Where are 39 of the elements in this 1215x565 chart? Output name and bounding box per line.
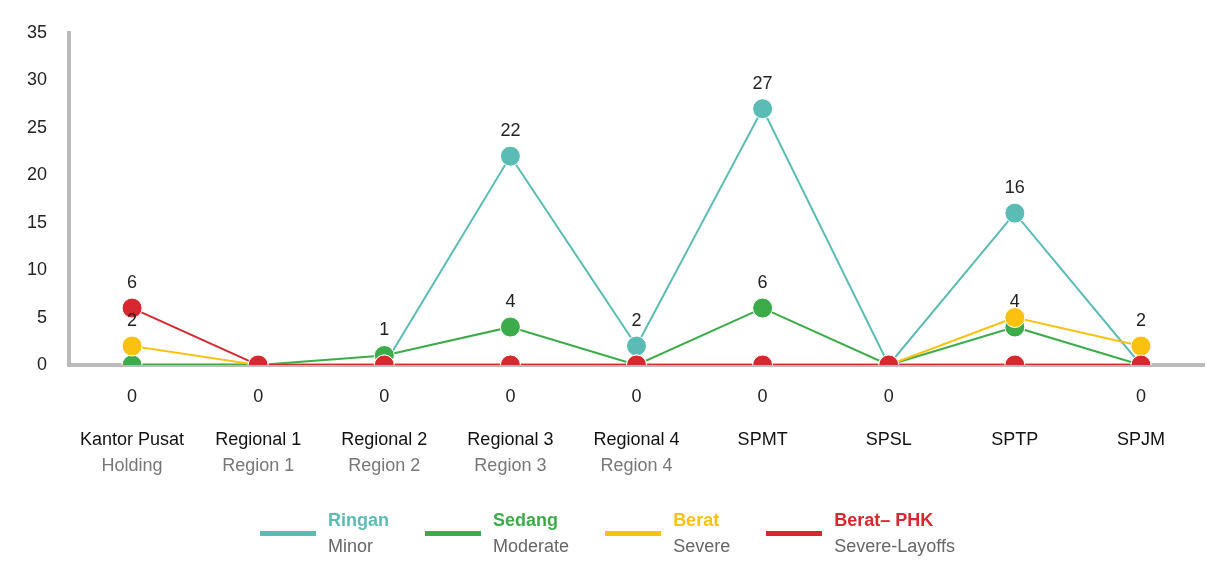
data-label: 4 bbox=[1009, 291, 1020, 311]
y-tick-label: 30 bbox=[26, 69, 48, 90]
x-tick-label: SPSL bbox=[865, 428, 912, 449]
x-tick-label: Regional 4 Region 4 bbox=[593, 428, 680, 475]
data-label: 2 bbox=[1135, 309, 1146, 330]
legend-label: Ringan Minor bbox=[328, 509, 390, 558]
data-label: 0 bbox=[883, 385, 894, 406]
x-tick-label: SPJM bbox=[1116, 428, 1165, 449]
x-tick-label: SPTP bbox=[991, 428, 1039, 449]
data-label: 0 bbox=[505, 385, 516, 406]
legend-label: Berat Severe bbox=[673, 509, 731, 558]
y-tick-label: 5 bbox=[37, 306, 48, 327]
data-label: 0 bbox=[127, 385, 138, 406]
y-tick-label: 20 bbox=[26, 164, 48, 185]
data-label: 6 bbox=[757, 272, 768, 293]
data-label: 0 bbox=[1135, 385, 1146, 406]
data-label: 0 bbox=[757, 385, 768, 406]
x-tick-label: SPMT bbox=[737, 428, 788, 449]
y-tick-label: 25 bbox=[26, 116, 48, 137]
y-tick-label: 15 bbox=[26, 211, 48, 232]
x-tick-label: Regional 1 Region 1 bbox=[215, 428, 302, 475]
data-label: 27 bbox=[752, 72, 773, 93]
legend-label: Berat– PHK Severe-Layoffs bbox=[834, 509, 955, 558]
data-label: 0 bbox=[253, 385, 264, 406]
data-label: 0 bbox=[379, 385, 390, 406]
y-tick-label: 10 bbox=[26, 259, 48, 280]
data-label: 4 bbox=[505, 291, 516, 311]
x-tick-label: Regional 2 Region 2 bbox=[341, 428, 428, 475]
y-tick-label: 0 bbox=[37, 353, 48, 374]
data-label: 1 bbox=[379, 319, 390, 340]
data-label: 6 bbox=[127, 272, 138, 293]
data-label: 16 bbox=[1004, 177, 1025, 198]
x-tick-label: Regional 3 Region 3 bbox=[467, 428, 554, 475]
data-label: 22 bbox=[500, 120, 521, 141]
legend-label: Sedang Moderate bbox=[493, 509, 570, 558]
data-label: 2 bbox=[631, 309, 642, 330]
y-tick-label: 35 bbox=[26, 21, 48, 42]
data-label: 0 bbox=[631, 385, 642, 406]
x-tick-label: Kantor Pusat Holding bbox=[80, 428, 185, 475]
